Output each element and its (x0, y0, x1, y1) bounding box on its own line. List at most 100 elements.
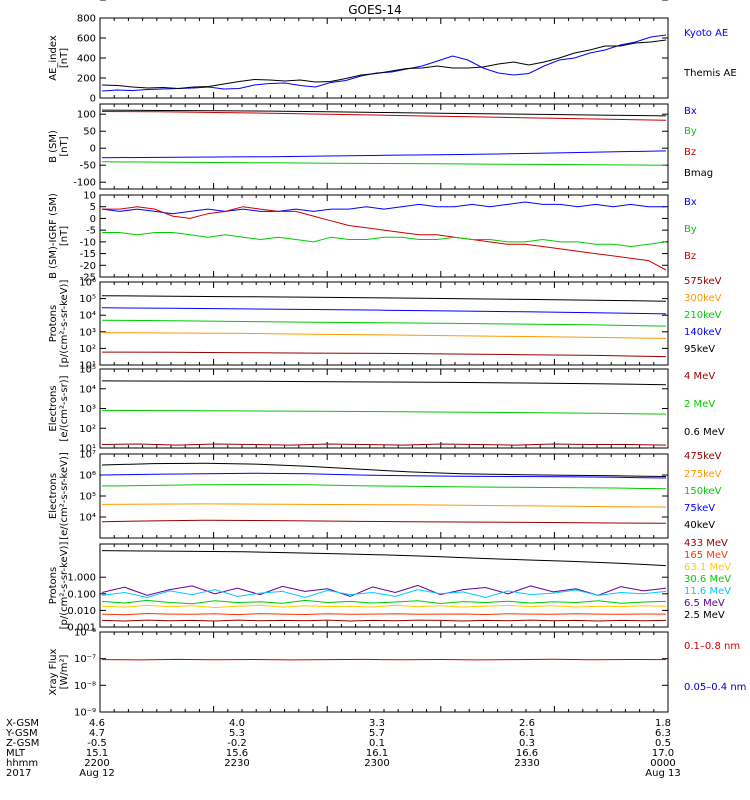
x-axis-row-value: Aug 13 (645, 768, 680, 779)
legend-entry: Themis AE (683, 68, 737, 79)
series-line-kyoto-ae (101, 34, 667, 92)
y-tick-label: 0.010 (67, 606, 96, 617)
y-tick-label: -50 (80, 161, 96, 172)
series-line-4-mev (101, 443, 667, 446)
y-tick-label: 0 (90, 214, 96, 225)
panel-4: 10¹ 10² 10³ 10⁴ 10⁵ 10⁶ Protons [p/(cm²-s-sr-ke… (48, 276, 722, 372)
y-tick-label: 10.000 (61, 0, 96, 3)
series-line-0-6-mev (101, 380, 667, 386)
x-axis-row-label: MLT (6, 748, 26, 759)
legend-entry: 6.5 MeV (684, 598, 725, 609)
x-axis-row-value: 0.5 (655, 738, 671, 749)
series-line-bx (101, 150, 667, 159)
x-axis-row-value: 5.3 (229, 728, 245, 739)
x-axis-row-value: 2330 (514, 758, 539, 769)
panel-8: 10⁻⁹ 10⁻⁸ 10⁻⁷ 10⁻⁶ Xray Flux [W/m²] 0.1–0.8 n… (48, 628, 746, 719)
series-line-11-6-mev (101, 589, 667, 599)
series-line-165-mev (101, 612, 667, 616)
y-axis-label: [nT] (59, 226, 70, 246)
x-axis-row-label: Y-GSM (5, 728, 38, 739)
series-line-275kev (101, 503, 667, 508)
y-tick-label: 10³ (79, 327, 96, 338)
y-tick-label: -25 (80, 273, 96, 284)
legend-entry: 0.6 MeV (684, 427, 725, 438)
y-axis-label: [e/(cm²-s-sr-keV)] (59, 452, 70, 540)
legend-entry: Bx (684, 197, 697, 208)
legend-entry: 30.6 MeV (684, 574, 731, 585)
x-axis-row-value: 2300 (364, 758, 389, 769)
y-tick-label: 100 (77, 110, 96, 121)
x-axis-row-label: hhmm (6, 758, 38, 769)
x-axis-row-value: 2.6 (519, 718, 535, 729)
y-tick-label: 50 (83, 127, 96, 138)
legend-entry: Bz (684, 147, 696, 158)
series-line-210kev (101, 319, 667, 327)
panel-frame (99, 453, 669, 539)
legend-entry: 140keV (684, 327, 722, 338)
legend-entry: 165 MeV (684, 550, 728, 561)
y-tick-label: 10⁵ (79, 492, 96, 503)
y-tick-label: 10¹ (79, 444, 96, 455)
x-axis-row-value: 2200 (84, 758, 109, 769)
x-axis-row-value: 17.0 (652, 748, 674, 759)
series-line-bx (101, 201, 666, 215)
legend-entry: 4 MeV (684, 371, 715, 382)
y-tick-label: 0 (90, 94, 96, 105)
y-axis-label: B (SM)-IGRF (SM) (48, 193, 59, 279)
legend-entry: 0.1–0.8 nm (684, 641, 740, 652)
y-tick-label: -20 (80, 261, 96, 272)
x-axis-row-value: 4.7 (89, 728, 105, 739)
legend-entry: Kyoto AE (684, 28, 728, 39)
legend-entry: 150keV (684, 486, 722, 497)
x-axis-row-value: 0.3 (519, 738, 535, 749)
y-tick-label: 10² (79, 344, 96, 355)
y-axis-label: Protons (48, 567, 59, 604)
series-line-140kev (101, 307, 667, 315)
y-axis-label: Electrons (48, 385, 59, 431)
panel-6: 10⁴ 10⁵ 10⁶ 10⁷ Electrons [e/(cm²-s-sr-keV)] 4… (48, 450, 722, 540)
series-line-2-5-mev (101, 550, 667, 567)
y-tick-label: 10⁴ (79, 513, 96, 524)
y-tick-label: 400 (77, 54, 96, 65)
y-tick-label: 10⁴ (79, 311, 96, 322)
legend-entry: 95keV (684, 344, 715, 355)
legend-entry: 2 MeV (684, 399, 715, 410)
legend-entry: 2.5 MeV (684, 610, 725, 621)
y-tick-label: 10³ (79, 404, 96, 415)
series-line-575kev (101, 351, 667, 358)
y-tick-label: 0 (90, 144, 96, 155)
y-axis-label: Xray Flux (48, 648, 59, 695)
x-axis-row-value: 6.3 (655, 728, 671, 739)
y-tick-label: 10⁵ (79, 294, 96, 305)
y-axis-label: B (SM) (48, 130, 59, 163)
legend-entry: By (684, 224, 697, 235)
y-tick-label: 10⁻⁷ (74, 654, 96, 665)
y-tick-label: -15 (80, 249, 96, 260)
legend-entry: 11.6 MeV (684, 586, 731, 597)
x-axis-row-label: 2017 (6, 768, 31, 779)
panel-5: 10¹ 10² 10³ 10⁴ 10⁵ Electrons [e/(cm²-s-sr)] 4 … (48, 365, 725, 455)
y-tick-label: -5 (86, 226, 96, 237)
x-axis-row-value: -0.2 (227, 738, 247, 749)
x-axis-row-value: 2230 (224, 758, 249, 769)
x-axis-row-value: 4.6 (89, 718, 105, 729)
y-tick-label: 10⁶ (79, 278, 96, 289)
legend-entry: 475keV (684, 451, 722, 462)
x-axis-row-value: Aug 12 (79, 768, 114, 779)
series-line-475kev (101, 519, 667, 524)
panel-frame (99, 17, 669, 99)
legend-entry: By (684, 126, 697, 137)
panel-1: 0 200 400 600 800 AE_index [nT] Kyoto AE Themis … (48, 14, 737, 105)
legend-entry: 63.1 MeV (684, 562, 731, 573)
series-line-themis-ae (101, 39, 667, 90)
x-axis-row-label: X-GSM (6, 718, 39, 729)
legend-entry: 433 MeV (684, 538, 728, 549)
legend-entry: 0.05–0.4 nm (684, 682, 746, 693)
legend-entry: 40keV (684, 520, 715, 531)
x-axis-row-value: 0.1 (369, 738, 385, 749)
y-tick-label: 10 (83, 191, 96, 202)
series-line-30-6-mev (101, 599, 667, 605)
x-axis-row-value: 1.8 (655, 718, 671, 729)
x-axis-row-value: 4.0 (229, 718, 245, 729)
y-axis-label: [nT] (59, 48, 70, 68)
